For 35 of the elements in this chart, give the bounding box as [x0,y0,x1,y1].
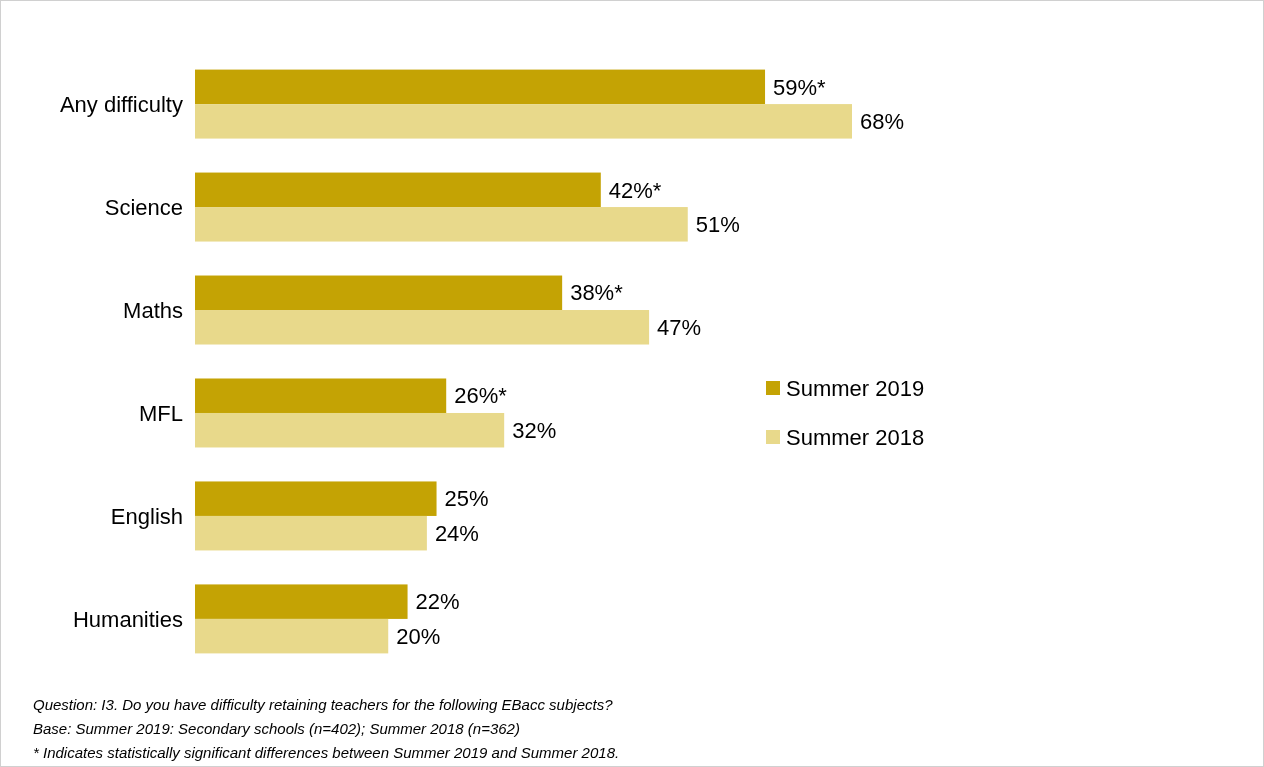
bar [195,378,447,413]
data-label: 26%* [454,383,508,409]
data-label: 20% [396,623,441,649]
bar [195,515,427,551]
bar [195,481,437,516]
text: Question: I3. Do you have difficulty retaining teachers for the following EBacc subjects? [33,696,614,713]
bar [195,310,650,345]
data-label: 22% [415,589,460,615]
y-tick-label: Any difficulty [59,91,183,117]
text: Base: Summer 2019: Secondary schools (n=402); Summer 2018 (n=362) [33,720,520,737]
data-label: 51% [695,212,740,237]
y-tick-label: Science [104,194,183,220]
data-label: 68% [860,109,905,135]
bar [195,172,601,208]
bar [195,207,688,242]
data-label: 32% [512,417,557,443]
bar [195,104,852,139]
bar [195,618,389,654]
y-tick-label: Humanities [72,606,183,632]
data-label: 25% [444,486,489,512]
bar [195,275,563,311]
y-tick-label: English [110,503,183,529]
data-label: 38%* [570,280,624,306]
data-label: 47% [657,314,702,340]
y-tick-label: Maths [123,297,183,323]
y-tick-label: MFL [139,400,183,426]
data-label: 59%* [773,74,827,100]
bar [195,69,766,105]
data-label: 24% [434,520,479,546]
data-label: 42%* [608,177,662,203]
legend-label: Summer 2018 [786,424,925,450]
bar [195,412,505,448]
text: * Indicates statistically significant differences between Summer 2019 and Summer 2018. [33,744,620,761]
bar [195,584,408,619]
legend-label: Summer 2019 [786,375,925,401]
